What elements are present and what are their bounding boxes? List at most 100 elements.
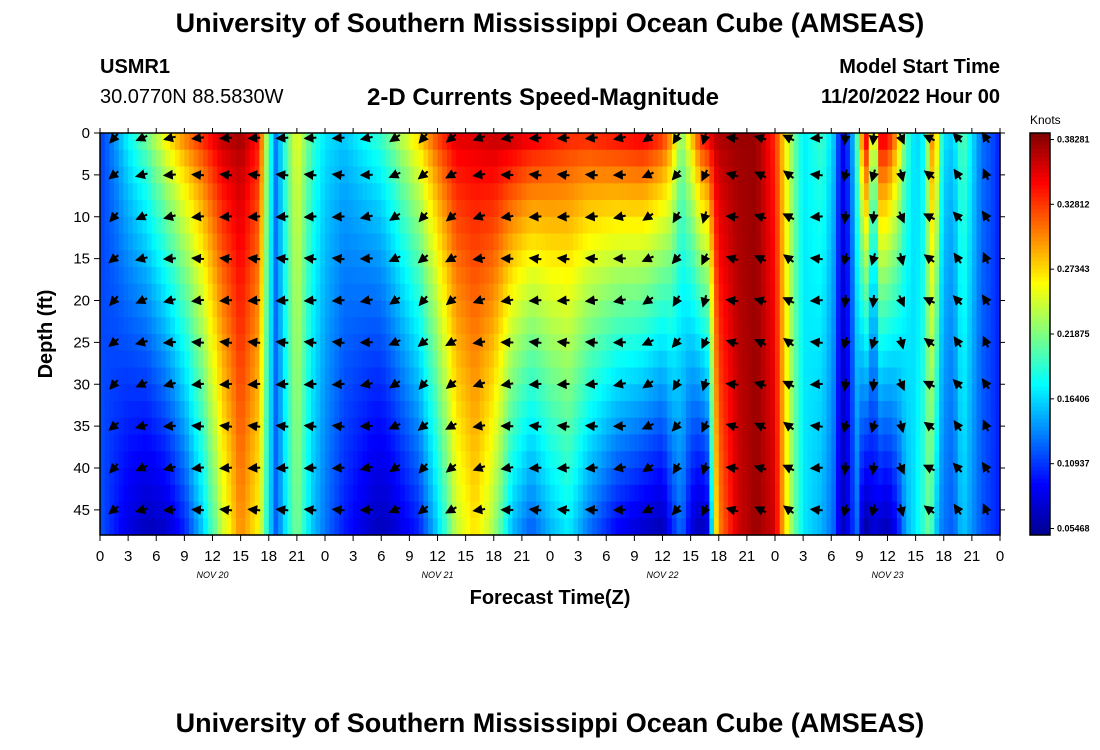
heatmap-cell [517, 250, 523, 268]
heatmap-cell [151, 384, 157, 402]
heatmap-cell [301, 133, 307, 151]
heatmap-cell [920, 334, 926, 352]
heatmap-cell [545, 300, 551, 318]
heatmap-cell [939, 468, 945, 486]
heatmap-cell [695, 501, 701, 519]
heatmap-cell [601, 283, 607, 302]
heatmap-cell [910, 200, 917, 218]
heatmap-cell [451, 434, 457, 452]
heatmap-cell [306, 384, 312, 402]
heatmap-cell [240, 166, 246, 184]
heatmap-cell [746, 334, 753, 352]
heatmap-cell [465, 384, 471, 402]
heatmap-cell [667, 350, 673, 369]
heatmap-cell [662, 133, 668, 151]
heatmap-cell [414, 267, 420, 285]
heatmap-cell [189, 233, 195, 251]
heatmap-cell [798, 149, 804, 168]
current-vector-arrow [754, 506, 767, 516]
heatmap-cell [221, 200, 228, 218]
heatmap-cell [690, 401, 696, 419]
heatmap-cell [737, 233, 743, 251]
heatmap-cell [329, 216, 335, 235]
heatmap-cell [807, 384, 814, 402]
heatmap-cell [737, 401, 743, 419]
heatmap-cell [789, 216, 795, 235]
heatmap-cell [559, 149, 565, 168]
heatmap-cell [128, 200, 134, 218]
heatmap-cell [489, 133, 495, 151]
heatmap-cell [184, 401, 190, 419]
heatmap-cell [315, 250, 321, 268]
heatmap-cell [939, 334, 945, 352]
current-vector-arrow [472, 294, 486, 305]
heatmap-cell [606, 283, 612, 302]
current-vector-arrow [528, 295, 542, 306]
model-start-label: Model Start Time [839, 56, 1000, 78]
heatmap-cell [850, 267, 856, 285]
heatmap-cell [550, 334, 556, 352]
current-vector-arrow [109, 462, 120, 474]
heatmap-cell [489, 434, 495, 452]
heatmap-cell [775, 451, 781, 469]
heatmap-cell [845, 384, 851, 402]
heatmap-cell [971, 166, 978, 184]
heatmap-cell [301, 283, 307, 302]
heatmap-cell [704, 149, 710, 168]
heatmap-cell [971, 317, 978, 335]
heatmap-cell [428, 133, 434, 151]
heatmap-cell [123, 468, 129, 486]
heatmap-cell [512, 468, 518, 486]
heatmap-cell [193, 384, 200, 402]
heatmap-cell [709, 183, 715, 201]
heatmap-cell [667, 518, 673, 536]
heatmap-cell [278, 183, 284, 201]
heatmap-cell [587, 518, 593, 536]
heatmap-cell [268, 250, 275, 268]
heatmap-cell [878, 166, 884, 184]
heatmap-cell [151, 216, 157, 235]
heatmap-cell [939, 417, 945, 436]
heatmap-cell [732, 233, 739, 251]
heatmap-cell [460, 149, 467, 168]
heatmap-cell [146, 300, 153, 318]
heatmap-cell [615, 484, 621, 503]
heatmap-cell [671, 200, 678, 218]
heatmap-cell [404, 149, 410, 168]
heatmap-cell [221, 317, 228, 335]
heatmap-cell [503, 434, 509, 452]
heatmap-cell [315, 183, 321, 201]
heatmap-cell [929, 183, 935, 201]
heatmap-cell [489, 417, 495, 436]
heatmap-cell [826, 133, 832, 151]
heatmap-cell [503, 216, 509, 235]
heatmap-cell [512, 283, 518, 302]
heatmap-cell [512, 250, 518, 268]
heatmap-cell [995, 267, 1001, 285]
heatmap-cell [667, 149, 673, 168]
heatmap-cell [100, 434, 106, 452]
heatmap-cell [765, 334, 771, 352]
heatmap-cell [864, 317, 870, 335]
current-vector-arrow [869, 420, 879, 434]
heatmap-cell [259, 133, 265, 151]
heatmap-cell [943, 267, 950, 285]
heatmap-cell [409, 216, 415, 235]
heatmap-cell [681, 434, 687, 452]
heatmap-cell [714, 250, 720, 268]
heatmap-cell [151, 300, 157, 318]
current-vector-arrow [671, 337, 683, 349]
heatmap-cell [310, 518, 317, 536]
heatmap-cell [371, 417, 378, 436]
heatmap-cell [207, 417, 214, 436]
heatmap-cell [175, 166, 181, 184]
heatmap-cell [915, 468, 921, 486]
heatmap-cell [915, 417, 921, 436]
heatmap-cell [104, 166, 110, 184]
heatmap-cell [648, 451, 654, 469]
current-vector-arrow [782, 464, 795, 474]
heatmap-cell [423, 200, 429, 218]
heatmap-cell [160, 283, 167, 302]
current-vector-arrow [303, 132, 317, 143]
heatmap-cell [339, 468, 345, 486]
